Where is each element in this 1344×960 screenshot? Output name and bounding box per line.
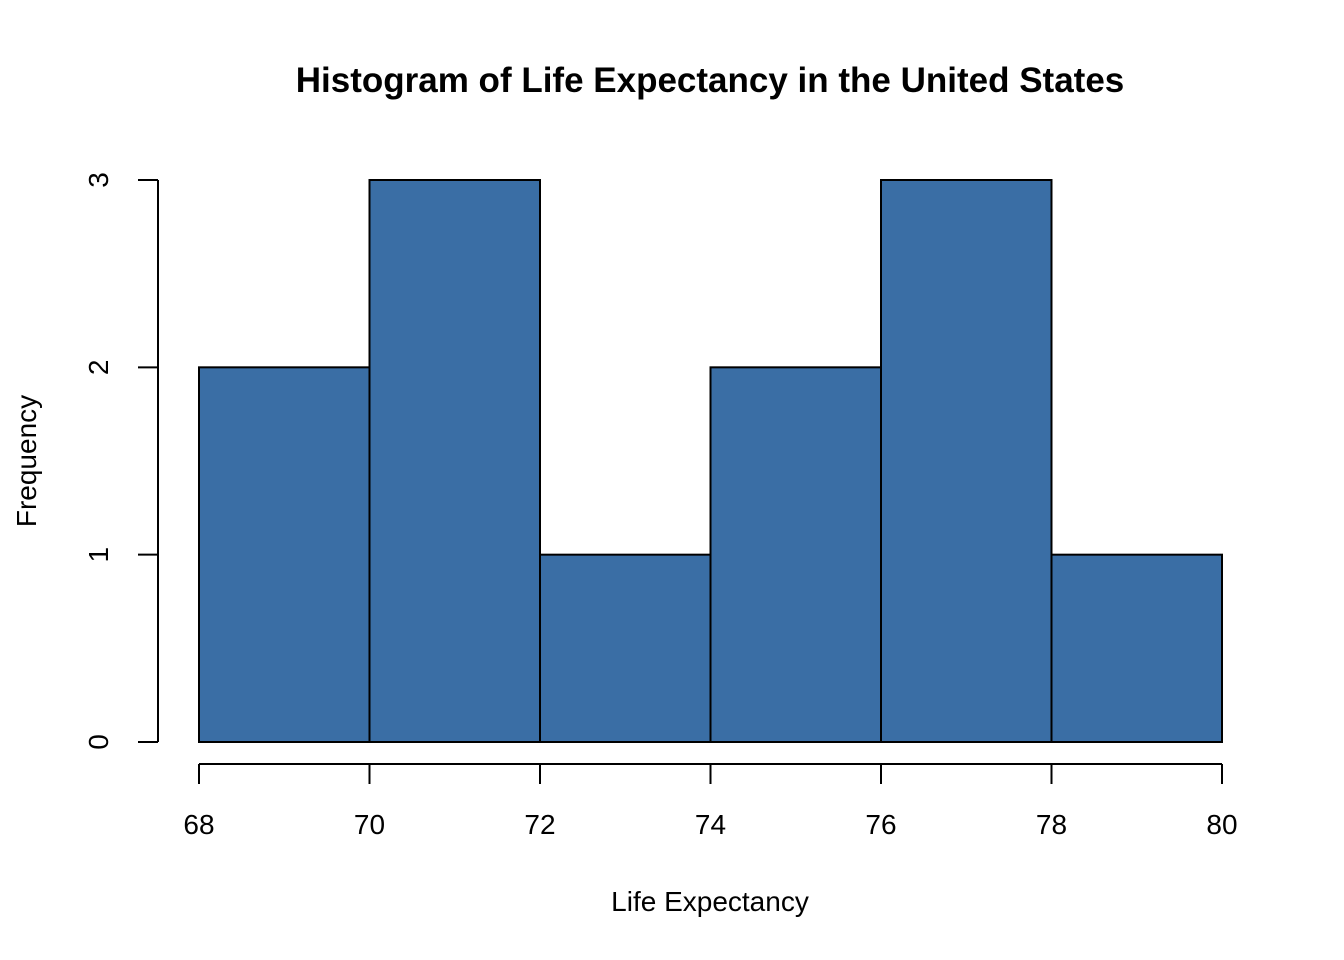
bars-group [198, 179, 1223, 744]
y-tick-label: 3 [83, 172, 114, 188]
x-tick-label: 70 [354, 809, 385, 840]
x-ticks: 68 70 72 74 76 78 80 [183, 764, 1238, 840]
x-axis: 68 70 72 74 76 78 80 [183, 763, 1238, 840]
y-tick-label: 0 [83, 734, 114, 750]
y-axis-label: Frequency [11, 395, 42, 527]
histogram-bar [539, 553, 712, 744]
y-tick-label: 1 [83, 547, 114, 563]
histogram-bar [1050, 553, 1223, 744]
x-tick-label: 74 [695, 809, 726, 840]
x-tick-label: 68 [183, 809, 214, 840]
x-tick-label: 72 [524, 809, 555, 840]
y-axis: 0 1 2 3 [83, 172, 159, 750]
x-axis-label: Life Expectancy [611, 886, 809, 917]
y-tick-label: 2 [83, 360, 114, 376]
histogram-bar [709, 366, 882, 743]
chart-title: Histogram of Life Expectancy in the Unit… [296, 61, 1125, 100]
histogram-bar [198, 366, 371, 743]
y-ticks: 0 1 2 3 [83, 172, 158, 750]
x-tick-label: 76 [865, 809, 896, 840]
x-tick-label: 78 [1036, 809, 1067, 840]
histogram-bar [880, 179, 1053, 743]
x-tick-label: 80 [1206, 809, 1237, 840]
histogram-bar [368, 179, 541, 743]
